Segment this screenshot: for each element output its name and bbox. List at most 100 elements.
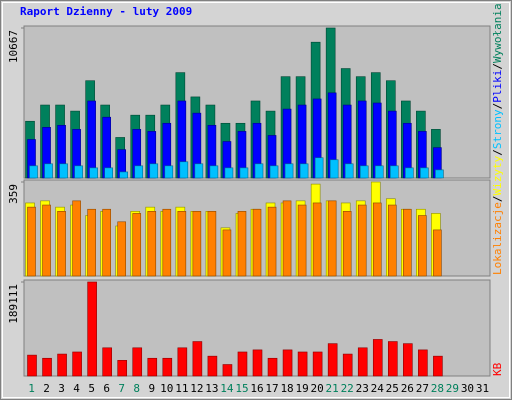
bar	[179, 161, 189, 179]
legend: Lokalizacje/Wizyty/Strony/Pliki/Wywołani…	[491, 3, 504, 275]
bar	[104, 167, 113, 179]
bar	[433, 229, 442, 277]
bar	[342, 211, 352, 277]
bar	[134, 165, 144, 179]
bar	[312, 202, 322, 277]
x-tick-label: 11	[175, 382, 188, 395]
bar	[359, 165, 369, 179]
bar	[297, 204, 307, 277]
bar	[433, 355, 443, 377]
bar	[162, 208, 172, 277]
x-tick-label: 15	[235, 382, 248, 395]
x-tick-label: 2	[43, 382, 50, 395]
bar	[372, 339, 383, 377]
bar	[57, 353, 67, 377]
bar	[209, 165, 219, 179]
bar	[27, 206, 36, 277]
bar	[267, 357, 278, 377]
bar	[87, 208, 96, 277]
legend-entry: Wizyty	[491, 155, 504, 195]
bar	[132, 213, 142, 277]
x-tick-label: 7	[118, 382, 125, 395]
bar	[389, 165, 399, 179]
bar	[102, 347, 112, 377]
x-tick-label: 13	[205, 382, 218, 395]
bar	[284, 163, 294, 179]
x-tick-label: 18	[280, 382, 293, 395]
x-tick-label: 28	[431, 382, 444, 395]
x-tick-label: 6	[103, 382, 110, 395]
bar	[237, 211, 247, 277]
bar	[162, 357, 173, 377]
bar	[299, 163, 309, 179]
bar	[89, 167, 98, 179]
bar	[312, 351, 323, 377]
bar	[282, 200, 292, 277]
bar	[403, 208, 412, 277]
bar	[29, 165, 38, 179]
bar	[207, 355, 218, 377]
x-tick-label: 19	[295, 382, 308, 395]
bar	[282, 349, 293, 377]
legend-separator: /	[491, 103, 504, 110]
bar	[252, 349, 263, 377]
x-tick-label: 10	[160, 382, 173, 395]
bar	[329, 159, 339, 179]
x-tick-label: 9	[148, 382, 155, 395]
bar	[374, 165, 384, 179]
x-tick-label: 5	[88, 382, 95, 395]
x-tick-label: 3	[58, 382, 65, 395]
bar	[207, 211, 217, 277]
bar	[254, 163, 264, 179]
bar	[177, 347, 188, 377]
bar	[372, 202, 382, 277]
bar	[222, 364, 233, 377]
bar	[418, 215, 427, 277]
bar	[42, 204, 51, 277]
y-tick-label: 189111	[7, 284, 20, 324]
bar	[224, 167, 234, 179]
bar	[403, 343, 413, 377]
x-tick-label: 4	[73, 382, 80, 395]
legend-entry: Wywołania	[491, 3, 504, 63]
bar	[147, 211, 157, 277]
bar	[435, 169, 444, 179]
x-tick-label: 14	[220, 382, 234, 395]
x-tick-label: 21	[326, 382, 339, 395]
bar	[44, 163, 53, 179]
x-tick-label: 31	[476, 382, 489, 395]
bar	[149, 163, 159, 179]
bar	[117, 221, 127, 277]
x-tick-label: 16	[250, 382, 263, 395]
bar	[132, 347, 143, 377]
x-tick-label: 29	[446, 382, 459, 395]
bar	[269, 165, 279, 179]
chart-title: Raport Dzienny - luty 2009	[20, 5, 192, 18]
bar	[327, 343, 338, 377]
y-tick-label: 359	[7, 184, 20, 204]
legend-separator: /	[491, 149, 504, 156]
bar	[344, 163, 354, 179]
bar	[74, 165, 83, 179]
x-tick-label: 20	[311, 382, 324, 395]
bar	[87, 281, 97, 377]
bar	[252, 208, 262, 277]
bar	[387, 204, 397, 277]
bar	[239, 167, 249, 179]
bar	[194, 163, 204, 179]
bar	[87, 100, 96, 179]
legend-separator: /	[491, 196, 504, 203]
bar	[59, 163, 68, 179]
bar	[57, 211, 66, 277]
bar	[418, 349, 428, 377]
x-tick-label: 17	[265, 382, 278, 395]
bar	[27, 354, 37, 377]
bar	[164, 165, 174, 179]
legend-separator: /	[491, 63, 504, 70]
bar	[267, 206, 277, 277]
bar	[314, 157, 324, 179]
bar	[222, 229, 232, 277]
legend-entry: Lokalizacje	[491, 202, 504, 275]
x-tick-label: 24	[371, 382, 385, 395]
